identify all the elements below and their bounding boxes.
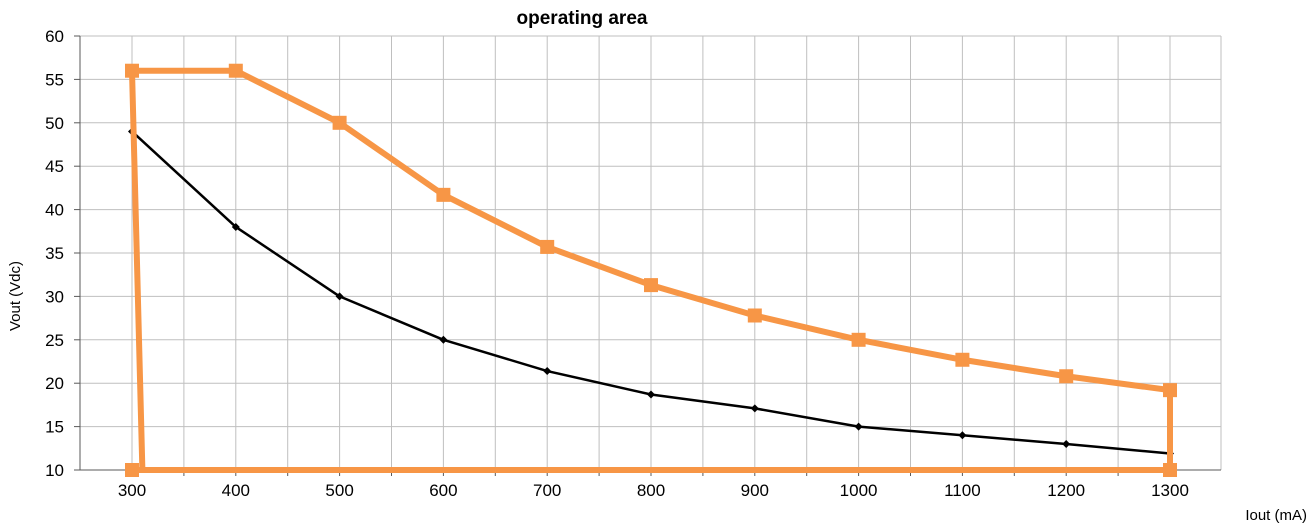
- y-tick-label: 15: [45, 418, 64, 437]
- curve-point-marker: [231, 222, 240, 231]
- curve-point-marker: [335, 292, 344, 301]
- curve-point-marker: [1062, 439, 1071, 448]
- y-tick-label: 40: [45, 201, 64, 220]
- series-layer: [125, 63, 1177, 477]
- y-tick-label: 45: [45, 157, 64, 176]
- x-tick-label: 1100: [944, 481, 981, 500]
- tick-labels: 10 15 20 25 30 35 40 45 50 55 60 300 400 500 600 700 800…: [45, 27, 1189, 500]
- y-tick-label: 55: [45, 70, 64, 89]
- curve-point-marker: [854, 422, 863, 431]
- operating-area-boundary-line: [129, 67, 1173, 473]
- x-tick-label: 300: [118, 481, 146, 500]
- boundary-point-marker: [332, 115, 347, 130]
- x-tick-label: 600: [429, 481, 457, 500]
- x-tick-label: 1000: [840, 481, 878, 500]
- x-tick-label: 700: [533, 481, 561, 500]
- curve-point-marker: [647, 390, 655, 399]
- boundary-point-marker: [1059, 369, 1074, 384]
- x-tick-label: 1300: [1151, 481, 1189, 500]
- x-tick-label: 900: [741, 481, 769, 500]
- x-tick-label: 800: [637, 481, 665, 500]
- boundary-point-marker: [1163, 463, 1177, 477]
- y-tick-label: 30: [45, 287, 64, 306]
- y-tick-label: 25: [45, 331, 64, 350]
- boundary-point-marker: [851, 332, 866, 347]
- y-axis-label: Vout (Vdc): [7, 261, 24, 331]
- boundary-point-marker: [747, 308, 762, 323]
- boundary-point-marker: [644, 278, 658, 293]
- x-tick-label: 500: [325, 481, 353, 500]
- x-tick-label: 400: [222, 481, 250, 500]
- x-tick-label: 1200: [1047, 481, 1085, 500]
- curve-point-marker: [439, 335, 448, 344]
- boundary-point-marker: [1163, 383, 1177, 398]
- y-tick-label: 60: [45, 27, 64, 46]
- curve-point-marker: [543, 367, 552, 376]
- x-axis-label: Iout (mA): [1245, 507, 1307, 524]
- y-tick-label: 50: [45, 114, 64, 133]
- curve-point-marker: [750, 404, 759, 413]
- chart-title: operating area: [517, 8, 648, 29]
- boundary-point-marker: [540, 239, 555, 254]
- grid: [80, 35, 1222, 471]
- y-tick-label: 35: [45, 244, 64, 263]
- boundary-point-marker: [436, 187, 451, 202]
- boundary-point-marker: [955, 352, 970, 367]
- y-tick-label: 20: [45, 374, 64, 393]
- boundary-point-marker: [125, 63, 139, 78]
- y-tick-label: 10: [45, 461, 64, 480]
- boundary-point-marker: [125, 463, 139, 477]
- boundary-point-marker: [228, 63, 243, 78]
- curve-point-marker: [958, 431, 967, 440]
- axes: [74, 35, 1221, 476]
